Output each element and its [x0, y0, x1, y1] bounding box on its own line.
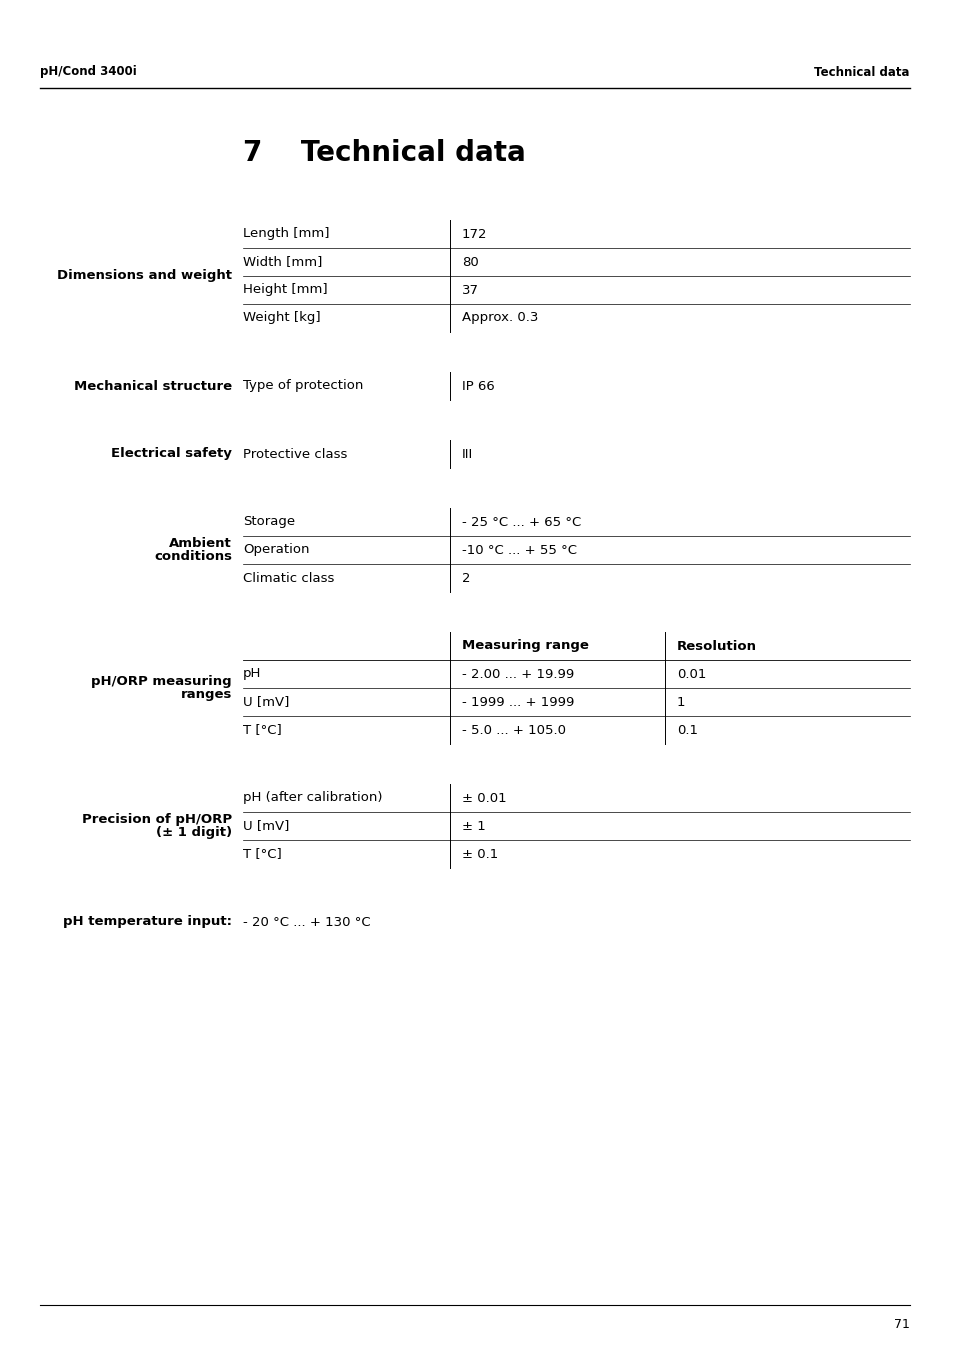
Text: Dimensions and weight: Dimensions and weight — [57, 269, 232, 282]
Text: 172: 172 — [461, 227, 487, 240]
Text: Measuring range: Measuring range — [461, 639, 588, 653]
Text: ± 1: ± 1 — [461, 820, 485, 832]
Text: 7    Technical data: 7 Technical data — [243, 139, 525, 168]
Text: 37: 37 — [461, 284, 478, 296]
Text: ± 0.01: ± 0.01 — [461, 792, 506, 804]
Text: pH/ORP measuring: pH/ORP measuring — [91, 676, 232, 688]
Text: -10 °C ... + 55 °C: -10 °C ... + 55 °C — [461, 543, 577, 557]
Text: pH temperature input:: pH temperature input: — [63, 916, 232, 928]
Text: Approx. 0.3: Approx. 0.3 — [461, 312, 537, 324]
Text: Storage: Storage — [243, 516, 294, 528]
Text: 2: 2 — [461, 571, 470, 585]
Text: pH/Cond 3400i: pH/Cond 3400i — [40, 65, 136, 78]
Text: Mechanical structure: Mechanical structure — [73, 380, 232, 393]
Text: pH: pH — [243, 667, 261, 681]
Text: IP 66: IP 66 — [461, 380, 495, 393]
Text: (± 1 digit): (± 1 digit) — [155, 825, 232, 839]
Text: 1: 1 — [677, 696, 685, 708]
Text: Weight [kg]: Weight [kg] — [243, 312, 320, 324]
Text: U [mV]: U [mV] — [243, 820, 289, 832]
Text: Height [mm]: Height [mm] — [243, 284, 327, 296]
Text: T [°C]: T [°C] — [243, 847, 281, 861]
Text: Climatic class: Climatic class — [243, 571, 334, 585]
Text: Type of protection: Type of protection — [243, 380, 363, 393]
Text: - 20 °C ... + 130 °C: - 20 °C ... + 130 °C — [243, 916, 370, 928]
Text: ± 0.1: ± 0.1 — [461, 847, 497, 861]
Text: - 1999 ... + 1999: - 1999 ... + 1999 — [461, 696, 574, 708]
Text: - 25 °C ... + 65 °C: - 25 °C ... + 65 °C — [461, 516, 580, 528]
Text: T [°C]: T [°C] — [243, 724, 281, 736]
Text: Ambient: Ambient — [169, 538, 232, 550]
Text: Technical data: Technical data — [814, 65, 909, 78]
Text: 71: 71 — [893, 1319, 909, 1332]
Text: ranges: ranges — [180, 688, 232, 701]
Text: Precision of pH/ORP: Precision of pH/ORP — [82, 813, 232, 825]
Text: Protective class: Protective class — [243, 447, 347, 461]
Text: U [mV]: U [mV] — [243, 696, 289, 708]
Text: Electrical safety: Electrical safety — [111, 447, 232, 461]
Text: pH (after calibration): pH (after calibration) — [243, 792, 382, 804]
Text: Operation: Operation — [243, 543, 309, 557]
Text: 0.1: 0.1 — [677, 724, 698, 736]
Text: conditions: conditions — [153, 550, 232, 563]
Text: Width [mm]: Width [mm] — [243, 255, 322, 269]
Text: Resolution: Resolution — [677, 639, 757, 653]
Text: Length [mm]: Length [mm] — [243, 227, 329, 240]
Text: III: III — [461, 447, 473, 461]
Text: 0.01: 0.01 — [677, 667, 705, 681]
Text: - 2.00 ... + 19.99: - 2.00 ... + 19.99 — [461, 667, 574, 681]
Text: - 5.0 ... + 105.0: - 5.0 ... + 105.0 — [461, 724, 565, 736]
Text: 80: 80 — [461, 255, 478, 269]
